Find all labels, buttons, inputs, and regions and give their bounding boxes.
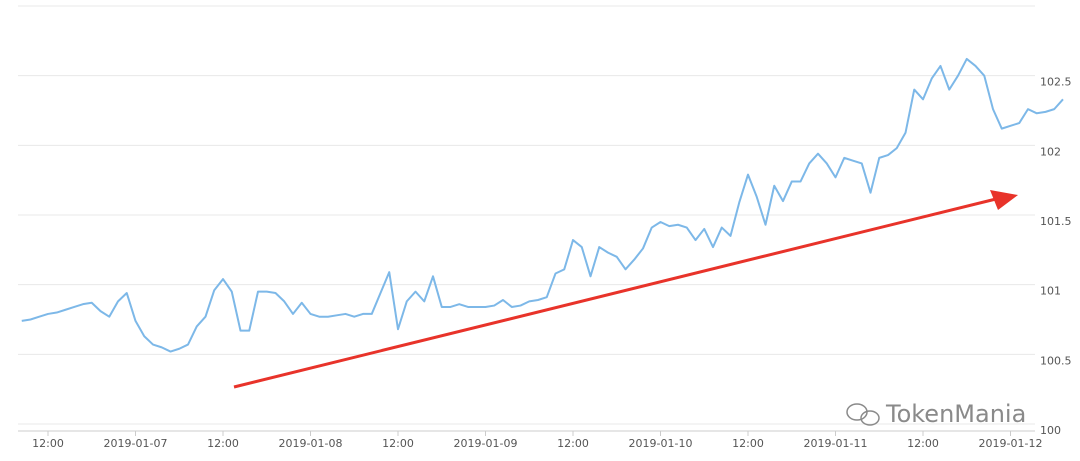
x-tick-label: 12:00 <box>557 437 589 450</box>
trend-arrow <box>233 190 1018 389</box>
x-tick-label: 2019-01-07 <box>104 437 168 450</box>
watermark-icon <box>846 403 880 426</box>
x-tick-label: 2019-01-10 <box>629 437 693 450</box>
x-tick-label: 2019-01-11 <box>804 437 868 450</box>
x-tick-label: 12:00 <box>32 437 64 450</box>
x-tick-label: 12:00 <box>907 437 939 450</box>
y-tick-label: 101 <box>1040 285 1061 298</box>
y-tick-label: 100.5 <box>1040 354 1072 367</box>
y-tick-label: 102 <box>1040 145 1061 158</box>
y-tick-label: 102.5 <box>1040 76 1072 89</box>
x-tick-label: 2019-01-08 <box>279 437 343 450</box>
y-tick-label: 100 <box>1040 424 1061 437</box>
watermark: TokenMania <box>885 400 1026 428</box>
y-tick-label: 101.5 <box>1040 215 1072 228</box>
x-tick-label: 2019-01-09 <box>454 437 518 450</box>
x-tick-label: 2019-01-12 <box>979 437 1043 450</box>
series-line <box>21 57 1064 353</box>
x-tick-label: 12:00 <box>207 437 239 450</box>
arrow-shaft <box>233 196 1001 389</box>
x-tick-label: 12:00 <box>382 437 414 450</box>
x-tick-label: 12:00 <box>732 437 764 450</box>
arrow-head <box>990 190 1018 210</box>
